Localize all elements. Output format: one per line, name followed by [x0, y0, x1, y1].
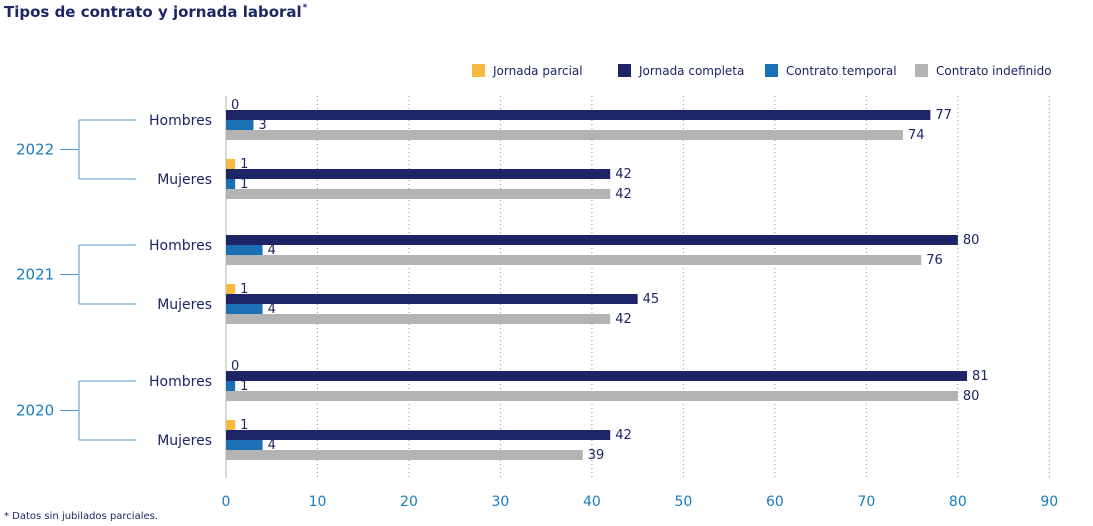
x-tick-label-10: 10: [309, 494, 327, 510]
category-label-2022-hombres: Hombres: [149, 113, 212, 129]
value-label-2020-mujeres-0: 1: [240, 418, 248, 433]
legend-label-1: Jornada completa: [638, 64, 744, 78]
legend-swatch-2: [765, 64, 778, 77]
bar-2020-mujeres-1: [226, 430, 611, 440]
chart-title-asterisk: *: [302, 3, 308, 13]
category-label-2020-mujeres: Mujeres: [157, 433, 212, 449]
value-label-2022-hombres-1: 77: [935, 108, 952, 123]
bar-2020-hombres-1: [226, 371, 967, 381]
bar-2021-hombres-3: [226, 255, 922, 265]
bar-2020-mujeres-2: [226, 440, 263, 450]
category-label-2021-mujeres: Mujeres: [157, 297, 212, 313]
year-label-2020: 2020: [16, 402, 54, 420]
bar-2021-hombres-1: [226, 235, 958, 245]
x-tick-label-0: 0: [222, 494, 231, 510]
bar-2020-mujeres-0: [226, 420, 236, 430]
value-label-2020-mujeres-1: 42: [615, 428, 632, 443]
value-label-2021-hombres-2: 4: [268, 243, 276, 258]
x-tick-label-70: 70: [857, 494, 875, 510]
x-tick-label-90: 90: [1040, 494, 1058, 510]
value-label-2022-mujeres-1: 42: [615, 167, 632, 182]
value-label-2020-hombres-0: 0: [231, 359, 239, 374]
category-label-2022-mujeres: Mujeres: [157, 172, 212, 188]
bar-2022-mujeres-2: [226, 179, 236, 189]
footnote: * Datos sin jubilados parciales.: [4, 511, 159, 522]
bar-2022-hombres-3: [226, 130, 903, 140]
x-tick-label-40: 40: [583, 494, 601, 510]
bar-2020-hombres-2: [226, 381, 236, 391]
bar-2021-mujeres-1: [226, 294, 638, 304]
year-label-2021: 2021: [16, 266, 54, 284]
value-label-2022-hombres-0: 0: [231, 98, 239, 113]
legend-swatch-1: [618, 64, 631, 77]
value-label-2020-hombres-1: 81: [972, 369, 989, 384]
value-label-2020-mujeres-2: 4: [268, 438, 276, 453]
bar-2021-hombres-2: [226, 245, 263, 255]
value-label-2022-mujeres-2: 1: [240, 177, 248, 192]
legend-label-3: Contrato indefinido: [936, 64, 1052, 78]
legend-swatch-0: [472, 64, 485, 77]
value-label-2020-mujeres-3: 39: [588, 448, 605, 463]
bar-2021-mujeres-3: [226, 314, 611, 324]
bar-2022-hombres-2: [226, 120, 254, 130]
x-tick-label-60: 60: [766, 494, 784, 510]
legend-label-0: Jornada parcial: [492, 64, 583, 78]
bar-2022-mujeres-3: [226, 189, 611, 199]
chart-title: Tipos de contrato y jornada laboral*: [4, 3, 307, 21]
value-label-2021-mujeres-2: 4: [268, 302, 276, 317]
value-label-2021-mujeres-1: 45: [643, 292, 660, 307]
legend-swatch-3: [915, 64, 928, 77]
x-tick-label-80: 80: [949, 494, 967, 510]
value-label-2022-hombres-2: 3: [258, 118, 266, 133]
x-tick-label-20: 20: [400, 494, 418, 510]
bar-2020-hombres-3: [226, 391, 958, 401]
chart-title-text: Tipos de contrato y jornada laboral: [4, 3, 302, 21]
value-label-2021-mujeres-3: 42: [615, 312, 632, 327]
year-label-2022: 2022: [16, 141, 54, 159]
bar-2022-mujeres-0: [226, 159, 236, 169]
category-label-2021-hombres: Hombres: [149, 238, 212, 254]
value-label-2022-hombres-3: 74: [908, 128, 925, 143]
legend-label-2: Contrato temporal: [786, 64, 897, 78]
x-tick-label-50: 50: [674, 494, 692, 510]
value-label-2021-mujeres-0: 1: [240, 282, 248, 297]
category-label-2020-hombres: Hombres: [149, 374, 212, 390]
bar-2020-mujeres-3: [226, 450, 583, 460]
bar-2022-hombres-1: [226, 110, 931, 120]
value-label-2021-hombres-3: 76: [926, 253, 943, 268]
bar-2021-mujeres-0: [226, 284, 236, 294]
value-label-2022-mujeres-3: 42: [615, 187, 632, 202]
value-label-2021-hombres-1: 80: [963, 233, 980, 248]
x-tick-label-30: 30: [492, 494, 510, 510]
value-label-2020-hombres-3: 80: [963, 389, 980, 404]
value-label-2020-hombres-2: 1: [240, 379, 248, 394]
bar-2021-mujeres-2: [226, 304, 263, 314]
bar-2022-mujeres-1: [226, 169, 611, 179]
value-label-2022-mujeres-0: 1: [240, 157, 248, 172]
